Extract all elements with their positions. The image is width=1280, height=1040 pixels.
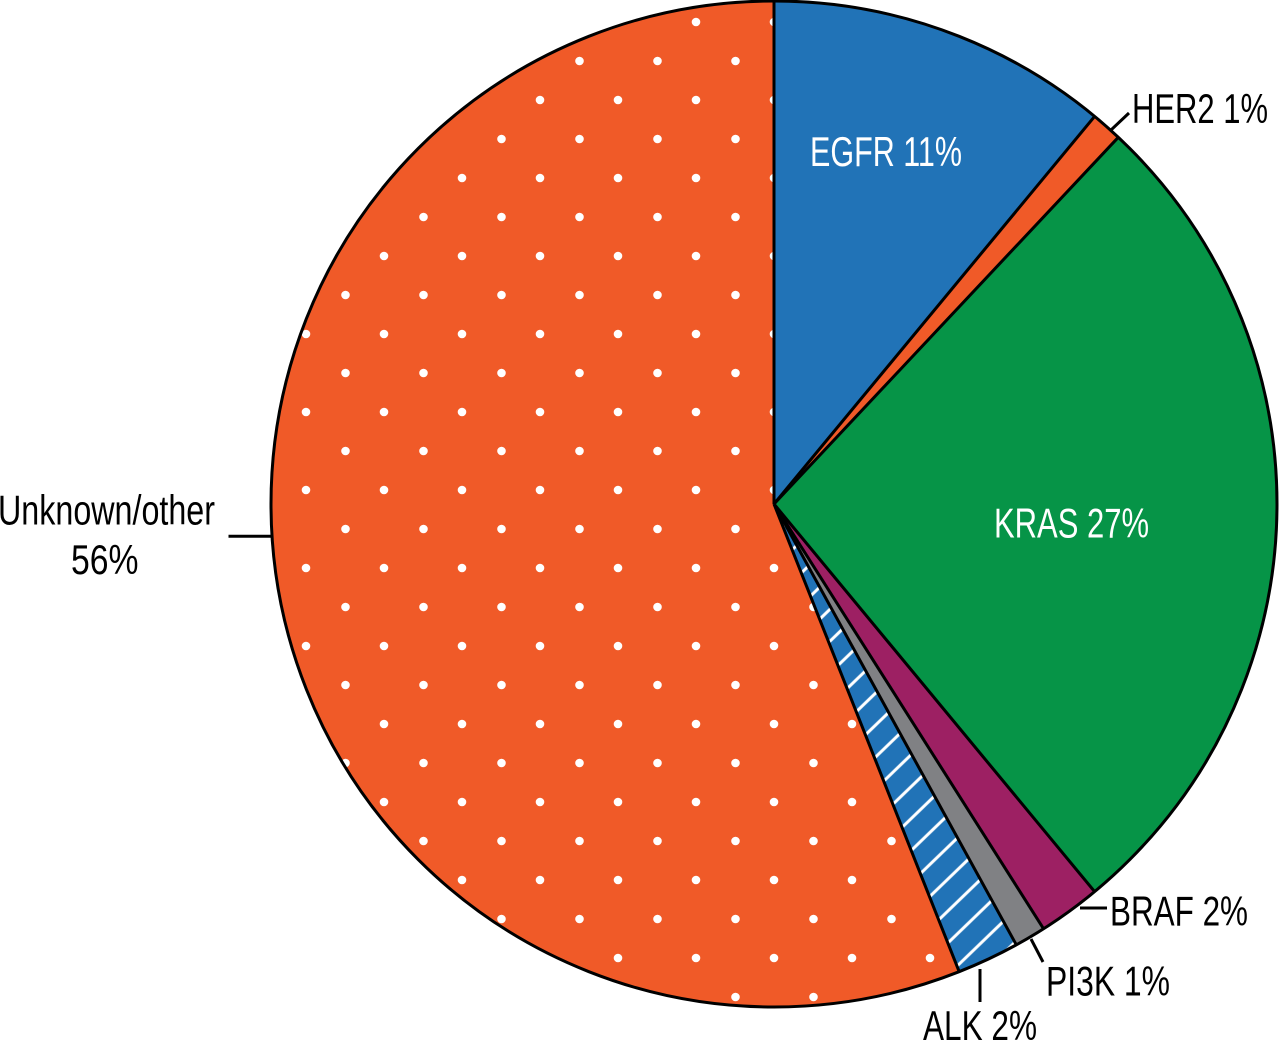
svg-text:HER2 1%: HER2 1%	[1132, 85, 1268, 132]
svg-text:EGFR 11%: EGFR 11%	[810, 128, 962, 175]
svg-text:BRAF 2%: BRAF 2%	[1110, 888, 1248, 935]
svg-text:PI3K 1%: PI3K 1%	[1046, 958, 1170, 1005]
svg-text:56%: 56%	[71, 536, 139, 583]
svg-text:Unknown/other: Unknown/other	[0, 487, 215, 534]
svg-text:KRAS 27%: KRAS 27%	[994, 500, 1149, 547]
svg-text:ALK 2%: ALK 2%	[923, 1002, 1037, 1040]
